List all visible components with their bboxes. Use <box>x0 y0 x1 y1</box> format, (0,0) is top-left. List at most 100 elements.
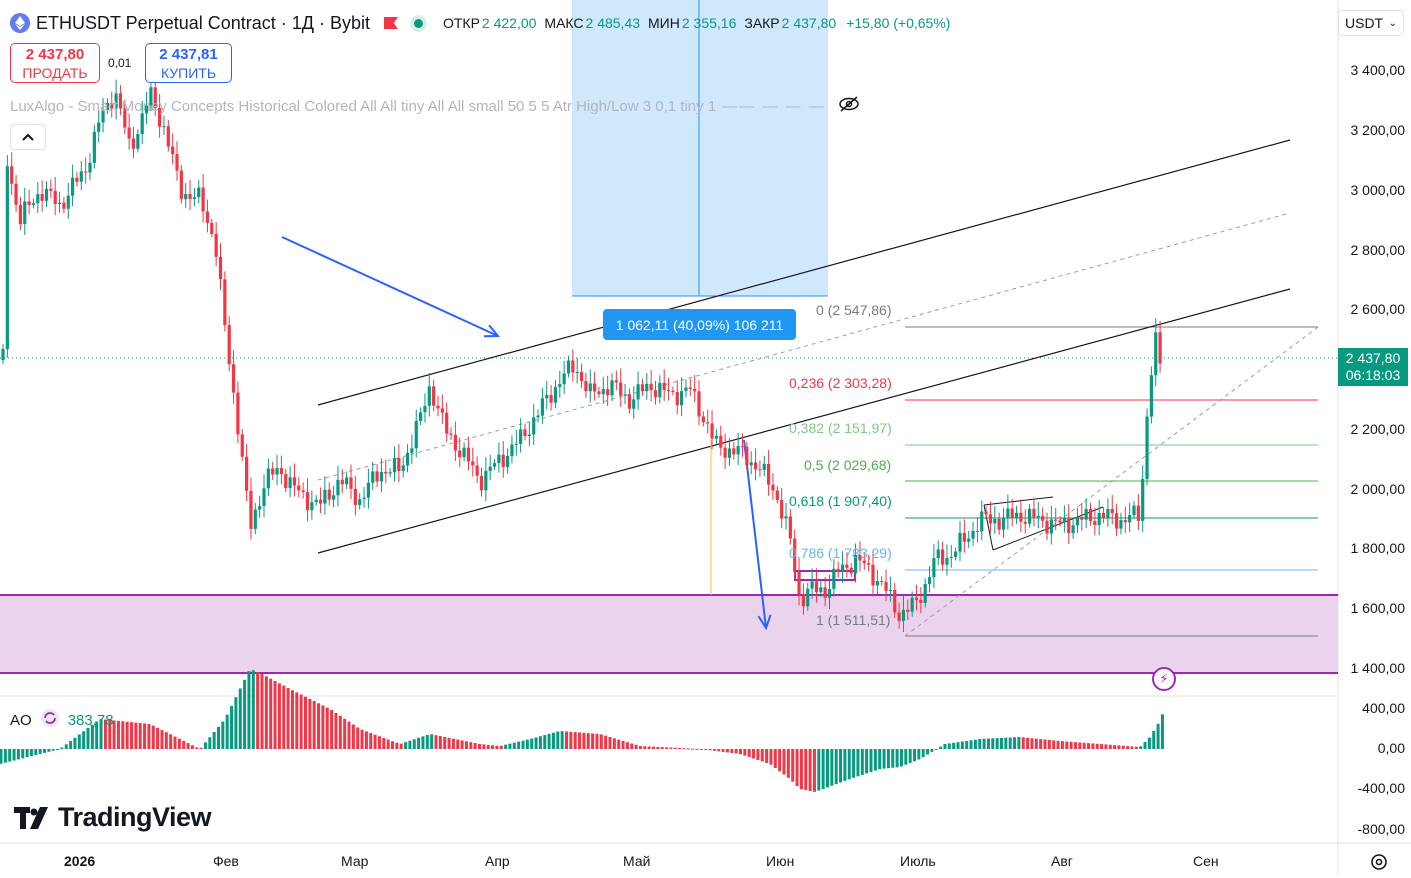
lightning-icon[interactable]: ⚡ <box>1152 667 1176 691</box>
eye-crossed-icon[interactable] <box>838 96 860 116</box>
candle-body <box>340 479 344 485</box>
ao-bar <box>578 732 582 749</box>
ethereum-icon <box>10 13 30 33</box>
ao-bar <box>351 724 355 749</box>
candle-body <box>101 110 105 123</box>
ao-bar <box>269 678 273 749</box>
measure-label[interactable]: 1 062,11 (40,09%) 106 211 <box>603 309 796 340</box>
ao-bar <box>1121 745 1125 749</box>
candle-body <box>553 387 558 403</box>
candle-body <box>158 107 162 127</box>
tradingview-logo[interactable]: TradingView <box>14 802 212 833</box>
ao-bar <box>1091 743 1095 749</box>
candle-body <box>1115 513 1119 529</box>
candle-body <box>697 391 701 417</box>
candle-body <box>1080 516 1084 520</box>
candle-body <box>5 166 9 350</box>
candle-body <box>588 383 592 392</box>
candle-body <box>205 211 210 223</box>
ao-bar <box>238 688 242 749</box>
candle-body <box>871 564 875 586</box>
ao-bar <box>143 723 147 749</box>
ao-bar <box>1113 745 1117 749</box>
candle-body <box>414 420 418 449</box>
ao-bar <box>504 744 508 749</box>
candle-body <box>1071 525 1075 534</box>
candle-body <box>275 468 279 475</box>
ao-bar <box>77 734 81 749</box>
candle-body <box>162 126 166 128</box>
candle-body <box>1041 515 1045 521</box>
candle-body <box>566 360 571 374</box>
candle-body <box>453 434 457 451</box>
candle-body <box>780 500 784 519</box>
ao-bar <box>273 680 277 749</box>
ao-bar <box>517 741 521 749</box>
indicator-legend[interactable]: LuxAlgo - Smart Money Concepts Historica… <box>10 96 860 116</box>
ao-bar <box>391 741 394 749</box>
price-axis-label: 2 600,00 <box>1350 301 1406 317</box>
candle-body <box>532 417 536 435</box>
fib-level-label: 1 (1 511,51) <box>816 612 891 628</box>
candle-body <box>258 505 262 510</box>
buy-button[interactable]: 2 437,81 КУПИТЬ <box>145 43 232 83</box>
candle-body <box>640 384 645 392</box>
ao-bar <box>1004 737 1008 749</box>
sell-button[interactable]: 2 437,80 ПРОДАТЬ <box>10 43 100 83</box>
time-axis-label: Май <box>623 853 651 869</box>
flag-icon[interactable] <box>383 17 398 29</box>
ao-bar <box>856 749 860 777</box>
candle-body <box>771 484 775 491</box>
ao-bar <box>534 737 538 749</box>
candle-body <box>788 516 792 539</box>
refresh-icon[interactable] <box>40 708 60 732</box>
candle-body <box>479 475 484 491</box>
candle-body <box>1058 520 1062 523</box>
candle-body <box>958 533 962 552</box>
ao-bar <box>282 685 286 749</box>
collapse-legend-button[interactable] <box>10 124 46 150</box>
ao-bar <box>356 727 360 749</box>
time-axis-label: Апр <box>485 853 510 869</box>
candle-body <box>332 495 336 500</box>
candle-body <box>775 490 779 501</box>
ao-bar <box>95 721 99 749</box>
ao-bar <box>73 737 77 749</box>
ao-bar <box>430 734 434 749</box>
candle-body <box>736 446 740 455</box>
candle-body <box>993 518 997 524</box>
ao-bar <box>186 743 190 749</box>
candle-body <box>266 468 270 489</box>
candle-body <box>397 458 401 471</box>
candle-body <box>510 444 514 456</box>
symbol-title[interactable]: ETHUSDT Perpetual Contract · 1Д · Bybit <box>36 12 370 33</box>
ao-bar <box>299 694 303 749</box>
candle-body <box>245 456 249 491</box>
fib-level-label: 0 (2 547,86) <box>816 302 892 318</box>
demand-zone <box>0 595 1338 673</box>
candle-body <box>262 488 266 506</box>
candle-body <box>649 383 653 391</box>
candle-body <box>862 560 866 564</box>
ao-bar <box>1108 744 1112 749</box>
candle-body <box>227 325 231 365</box>
ao-bar <box>1047 739 1051 749</box>
ao-bar <box>29 749 33 757</box>
settings-icon[interactable] <box>1368 851 1390 873</box>
candle-body <box>1075 516 1080 526</box>
ao-bar <box>1143 741 1147 749</box>
currency-selector[interactable]: USDT ⌄ <box>1338 10 1404 36</box>
wedge-upper-line <box>983 496 1054 506</box>
ao-bar <box>943 744 947 749</box>
candle-body <box>49 188 53 191</box>
open-value: 2 422,00 <box>481 15 537 31</box>
candle-body <box>114 93 118 109</box>
ao-bar <box>1100 744 1104 749</box>
ao-bar <box>386 739 390 749</box>
ao-bar <box>652 746 655 749</box>
candle-body <box>371 471 375 483</box>
ao-legend[interactable]: AO 383,78 <box>10 708 114 732</box>
candle-body <box>118 93 123 109</box>
candle-body <box>105 102 109 111</box>
